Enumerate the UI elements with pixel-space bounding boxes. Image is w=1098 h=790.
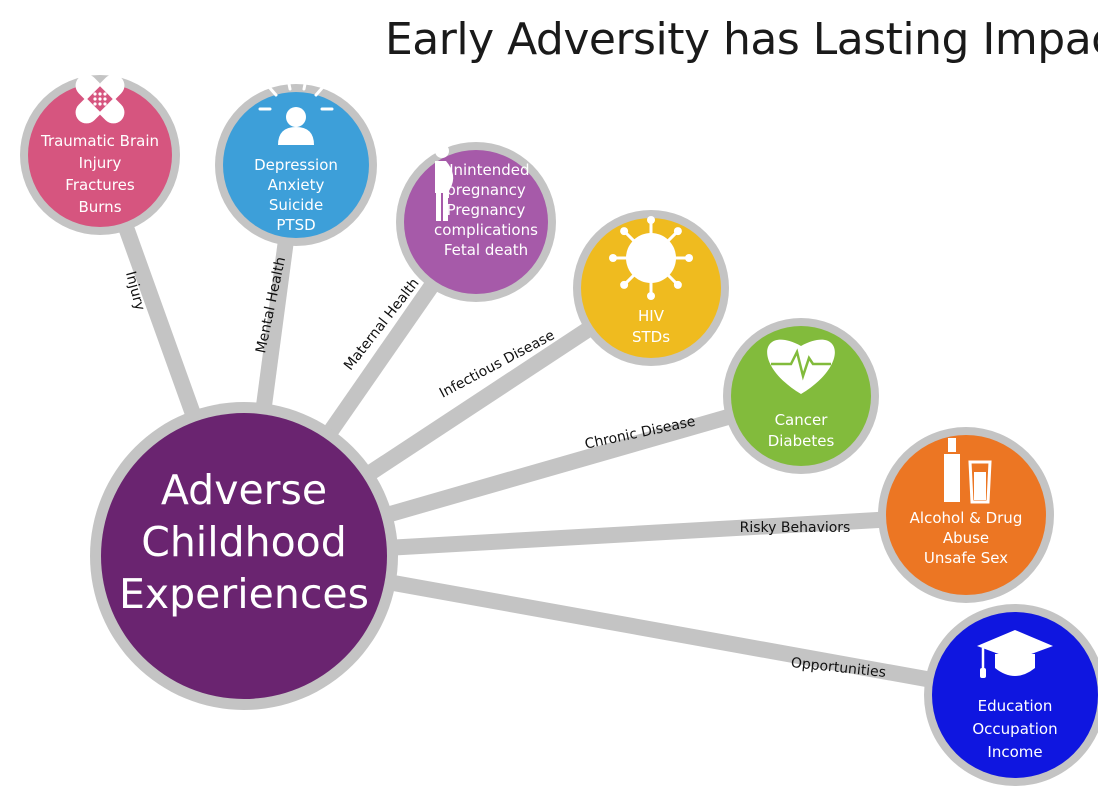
graduation-cap-icon [977,630,1053,678]
node-text-maternal-health: pregnancy [446,181,526,199]
node-text-opportunities: Income [987,743,1042,761]
node-text-maternal-health: Unintended [442,161,529,179]
bandage-icon [75,74,125,124]
node-text-injury: Injury [79,154,122,172]
node-text-infectious-disease: STDs [632,328,670,346]
node-text-opportunities: Occupation [972,720,1057,738]
node-maternal-health: Unintended pregnancy Pregnancy complication… [396,142,556,302]
node-circle-opportunities [932,612,1098,778]
node-text-opportunities: Education [978,697,1053,715]
node-text-injury: Traumatic Brain [40,132,159,150]
outcome-nodes: Traumatic Brain Injury Fractures Burns Depre… [20,74,1098,786]
node-text-injury: Fractures [65,176,135,194]
node-circle-injury [28,83,172,227]
head-rays-icon [258,77,334,145]
virus-icon [609,216,693,300]
node-risky-behaviors: Alcohol & Drug Abuse Unsafe Sex [878,427,1054,603]
bottle-glass-icon [944,438,992,504]
node-injury: Traumatic Brain Injury Fractures Burns [20,74,180,235]
node-circle-risky-behaviors [886,435,1046,595]
node-text-infectious-disease: HIV [638,307,665,325]
node-text-risky-behaviors: Alcohol & Drug [910,509,1023,527]
node-circle-chronic-disease [731,326,871,466]
node-text-mental-health: Anxiety [268,176,325,194]
center-node: Adverse Childhood Experiences [90,402,398,710]
node-text-mental-health: PTSD [276,216,315,234]
center-line-3: Experiences [119,570,369,618]
node-text-risky-behaviors: Abuse [943,529,989,547]
node-text-maternal-health: complications [434,221,538,239]
node-opportunities: Education Occupation Income [924,604,1098,786]
page-title: Early Adversity has Lasting Impacts [385,14,1098,65]
node-circle-mental-health [223,92,369,238]
node-text-chronic-disease: Cancer [775,411,829,429]
heart-pulse-icon [767,339,835,394]
node-chronic-disease: Cancer Diabetes [723,318,879,474]
center-line-1: Adverse [161,466,327,514]
node-infectious-disease: HIV STDs [573,210,729,366]
spoke-label-risky-behaviors: Risky Behaviors [740,520,851,536]
center-circle [101,413,387,699]
node-mental-health: Depression Anxiety Suicide PTSD [215,77,377,246]
node-text-maternal-health: Fetal death [444,241,528,259]
center-line-2: Childhood [141,518,347,566]
node-text-chronic-disease: Diabetes [768,432,835,450]
node-text-risky-behaviors: Unsafe Sex [924,549,1008,567]
pregnant-woman-icon [435,144,454,221]
node-text-mental-health: Depression [254,156,338,174]
node-text-injury: Burns [78,198,121,216]
node-text-maternal-health: Pregnancy [447,201,526,219]
node-text-mental-health: Suicide [269,196,323,214]
